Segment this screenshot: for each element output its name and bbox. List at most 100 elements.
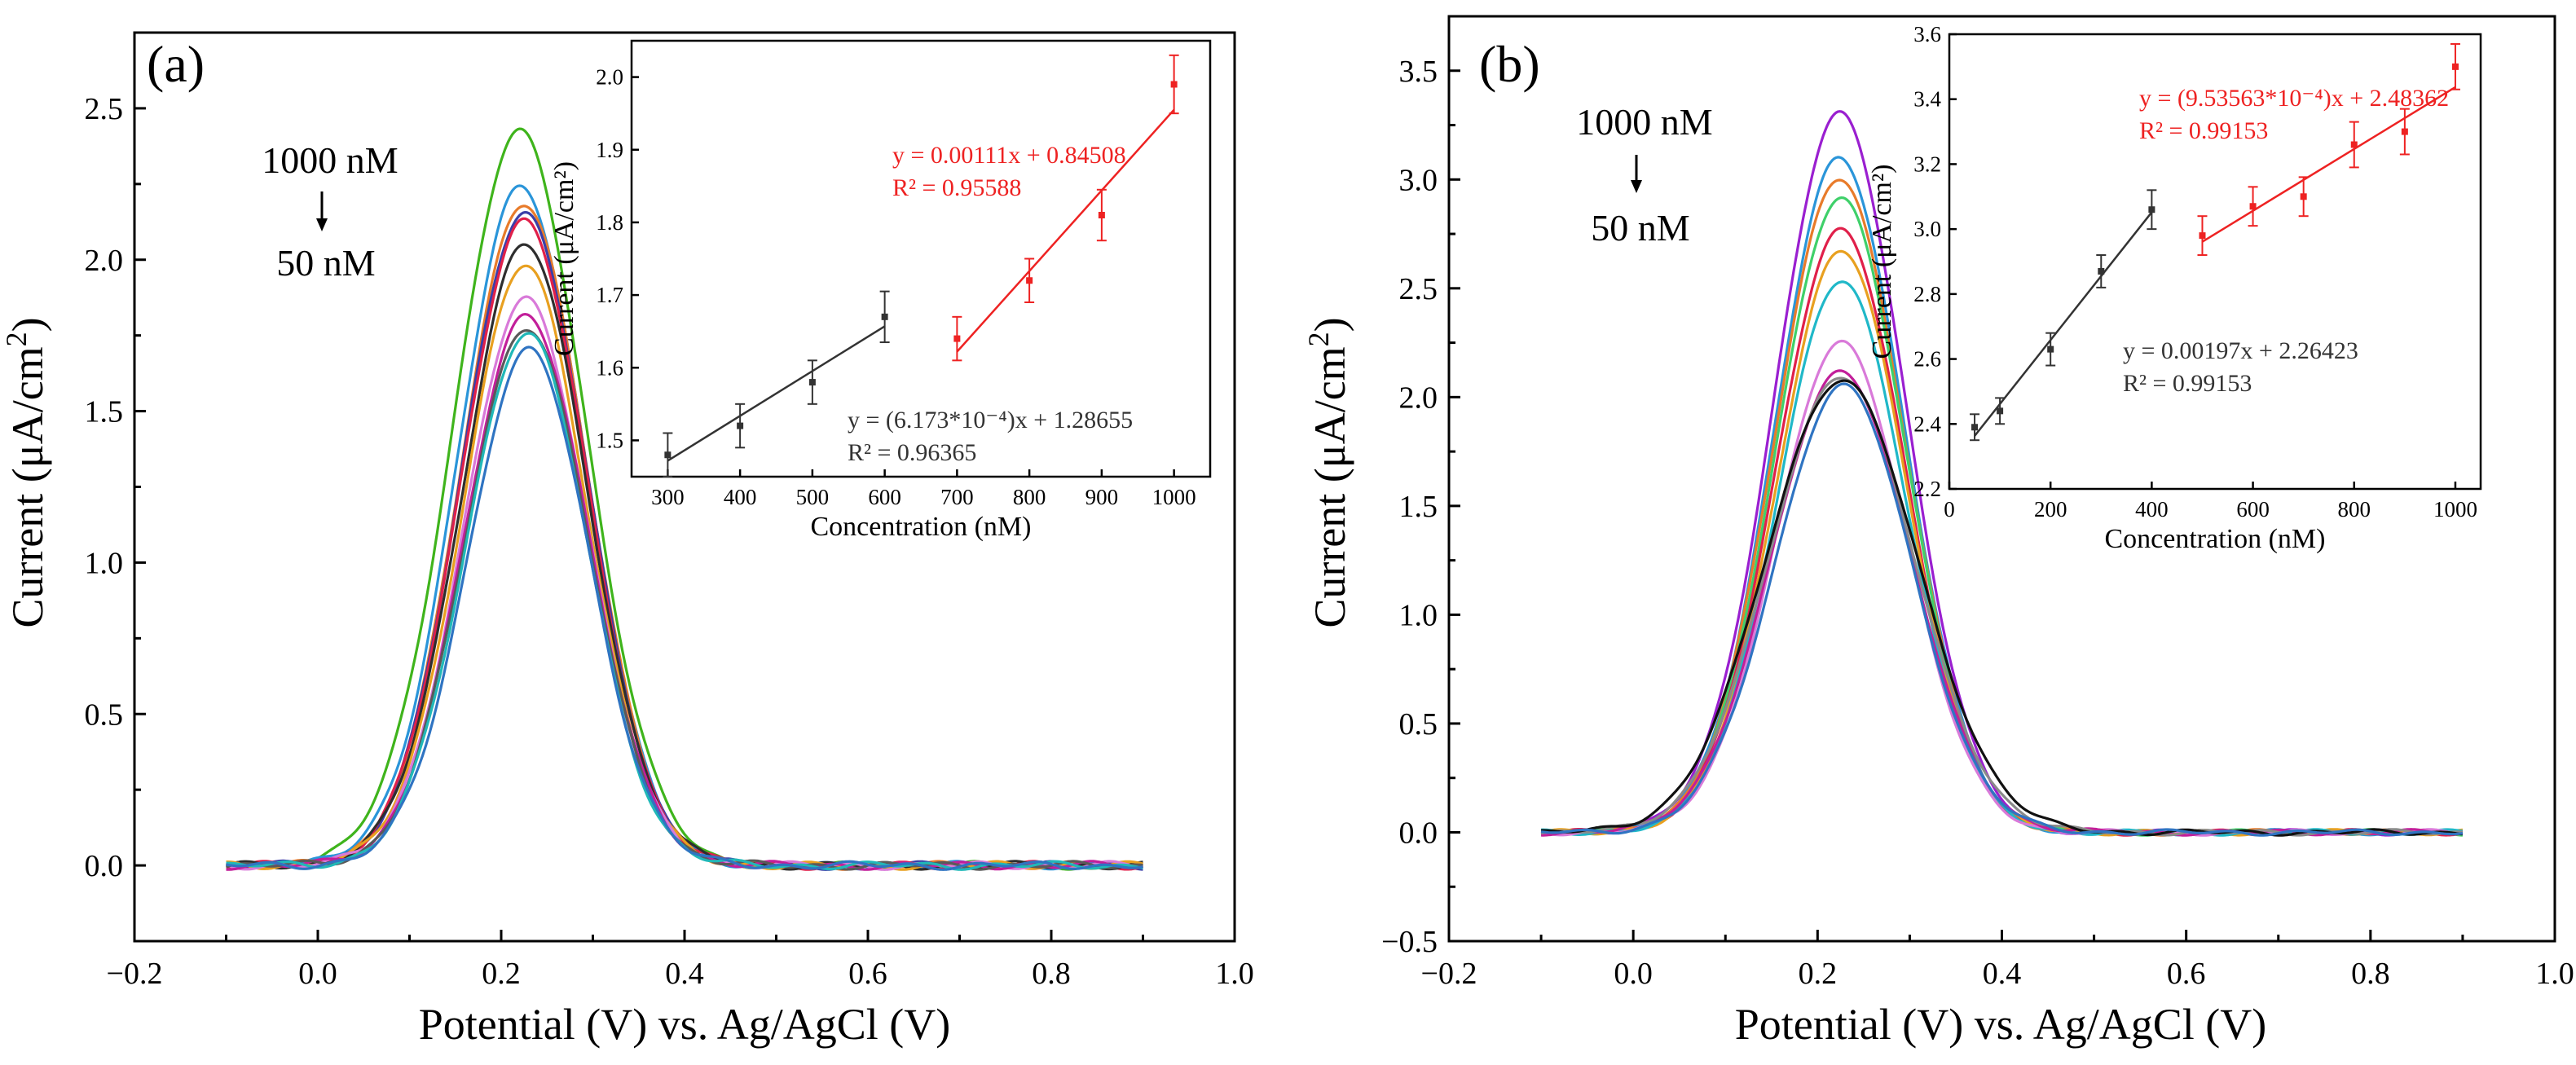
x-tick-label: 0.0 (298, 957, 337, 991)
panel-a-y-axis-label: Current (μA/cm2) (0, 317, 52, 627)
data-point (1997, 407, 2004, 415)
inset-y-axis-label: Current (μA/cm²) (549, 161, 579, 356)
x-tick-label: 0.2 (482, 957, 521, 991)
y-tick-label: 1.0 (85, 546, 124, 580)
inset-y-tick-label: 3.6 (1913, 22, 1941, 46)
x-tick-label: 0.4 (1983, 957, 2022, 991)
x-tick-label: 0.4 (665, 957, 704, 991)
calibration-inset: 0 200 400 600 800 1000 2.2 2.4 2.6 2.8 3.0 3.2 3.4 3.… (1867, 22, 2482, 554)
y-tick-label: 2.0 (85, 244, 124, 278)
y-tick-label: 1.5 (85, 395, 124, 429)
inset-y-tick-label: 3.0 (1913, 217, 1941, 241)
panel-b-label: (b) (1479, 35, 1540, 93)
inset-x-tick-label: 700 (940, 485, 974, 509)
chart-marks: −0.2 0.0 0.2 0.4 0.6 0.8 1.0 0.0 0.5 1.0 1.5 2.0 2.5… (85, 15, 2574, 991)
data-point (881, 313, 888, 320)
data-point (1026, 277, 1033, 284)
x-tick-label: −0.2 (107, 957, 163, 991)
curve-500-nm (226, 243, 1143, 871)
panel-b-annotation-bottom: 50 nM (1591, 207, 1689, 249)
x-tick-label: 0.6 (848, 957, 887, 991)
panel-a-annotation-bottom: 50 nM (276, 242, 375, 284)
fit-line (667, 325, 886, 462)
inset-y-tick-label: 1.6 (596, 355, 623, 380)
voltammogram-curves (1540, 110, 2464, 837)
voltammogram-curves (226, 127, 1143, 871)
x-tick-label: 0.6 (2167, 957, 2206, 991)
inset-x-tick-label: 600 (868, 485, 901, 509)
inset-y-tick-label: 3.4 (1913, 87, 1941, 112)
data-point (1971, 424, 1979, 431)
y-tick-label: 3.5 (1399, 55, 1438, 89)
data-point (2249, 203, 2257, 210)
data-point (1098, 212, 1105, 218)
inset-y-tick-label: 2.2 (1913, 477, 1941, 501)
inset-y-axis-label: Current (μA/cm²) (1867, 165, 1897, 359)
fit-low-range: y = (6.173*10⁻⁴)x + 1.28655 R² = 0.96365 (663, 290, 1133, 477)
y-tick-label: 2.0 (1399, 381, 1438, 415)
inset-x-axis-label: Concentration (nM) (2105, 524, 2326, 554)
inset-frame (1948, 33, 2482, 491)
y-tick-label: 0.5 (85, 698, 124, 732)
inset-x-tick-label: 1000 (2433, 497, 2477, 521)
y-tick-label: 3.0 (1399, 163, 1438, 197)
data-point (2350, 141, 2358, 148)
inset-x-tick-label: 900 (1085, 485, 1119, 509)
fit-line (956, 108, 1175, 353)
data-point (664, 451, 672, 459)
panel-a-plot: −0.2 0.0 0.2 0.4 0.6 0.8 1.0 0.0 0.5 1.0 1.5 2.0 2.5… (85, 31, 1254, 991)
fit-equation: y = (9.53563*10⁻⁴)x + 2.48362 (2139, 85, 2449, 112)
y-tick-label: −0.5 (1381, 925, 1438, 959)
curve-100-nm (1540, 376, 2464, 837)
x-tick-label: −0.2 (1421, 957, 1477, 991)
x-tick-label: 1.0 (1215, 957, 1254, 991)
panel-b-plot: −0.2 0.0 0.2 0.4 0.6 0.8 1.0 −0.5 0.0 0.5 1.0 1.5 2.… (1381, 15, 2574, 991)
inset-x-axis-label: Concentration (nM) (811, 512, 1032, 542)
inset-x-tick-label: 0 (1944, 497, 1955, 521)
panel-b-y-axis-label: Current (μA/cm2) (1302, 317, 1354, 627)
inset-x-tick-label: 300 (651, 485, 685, 509)
x-tick-label: 1.0 (2535, 957, 2574, 991)
data-point (2199, 232, 2206, 240)
inset-y-tick-label: 2.8 (1913, 282, 1941, 306)
x-tick-label: 0.8 (1032, 957, 1071, 991)
fit-r-squared: R² = 0.99153 (2123, 370, 2252, 397)
inset-x-tick-label: 1000 (1152, 485, 1196, 509)
y-tick-label: 1.0 (1399, 598, 1438, 632)
data-point (2098, 267, 2105, 275)
inset-y-tick-label: 1.7 (596, 283, 623, 307)
calibration-inset: 300 400 500 600 700 800 900 1000 1.5 1.6 1.7 1.8 1.9… (549, 39, 1212, 542)
data-point (953, 335, 961, 342)
inset-y-tick-label: 1.5 (596, 428, 623, 452)
panel-a: (a) Potential (V) vs. Ag/AgCl (V) Curren… (0, 35, 950, 1049)
panel-b-arrow-head (1631, 180, 1642, 193)
inset-x-tick-label: 600 (2236, 497, 2270, 521)
fit-low-range: y = 0.00197x + 2.26423 R² = 0.99153 (1970, 189, 2358, 442)
inset-x-tick-label: 400 (2135, 497, 2169, 521)
panel-a-label: (a) (147, 35, 205, 93)
fit-equation: y = 0.00197x + 2.26423 (2123, 337, 2358, 364)
inset-x-tick-label: 800 (2338, 497, 2371, 521)
x-tick-label: 0.0 (1614, 957, 1653, 991)
data-point (737, 422, 744, 429)
curve-50-nm (226, 345, 1143, 871)
inset-frame (630, 39, 1212, 478)
y-tick-label: 1.5 (1399, 490, 1438, 524)
inset-x-tick-label: 400 (724, 485, 757, 509)
inset-y-tick-label: 1.8 (596, 210, 623, 235)
curve-100-nm (226, 329, 1143, 871)
fit-equation: y = 0.00111x + 0.84508 (892, 142, 1126, 169)
inset-y-tick-label: 2.0 (596, 65, 623, 90)
x-tick-label: 0.2 (1799, 957, 1838, 991)
y-tick-label: 2.5 (85, 92, 124, 126)
fit-r-squared: R² = 0.99153 (2139, 117, 2268, 144)
inset-y-tick-label: 2.6 (1913, 347, 1941, 372)
data-point (2401, 128, 2408, 135)
inset-y-tick-label: 2.4 (1913, 411, 1941, 436)
panel-a-arrow-head (316, 218, 328, 231)
inset-x-tick-label: 200 (2034, 497, 2067, 521)
y-tick-label: 0.0 (1399, 816, 1438, 850)
inset-x-tick-label: 800 (1013, 485, 1046, 509)
data-point (2300, 193, 2307, 200)
fit-r-squared: R² = 0.95588 (892, 174, 1021, 201)
